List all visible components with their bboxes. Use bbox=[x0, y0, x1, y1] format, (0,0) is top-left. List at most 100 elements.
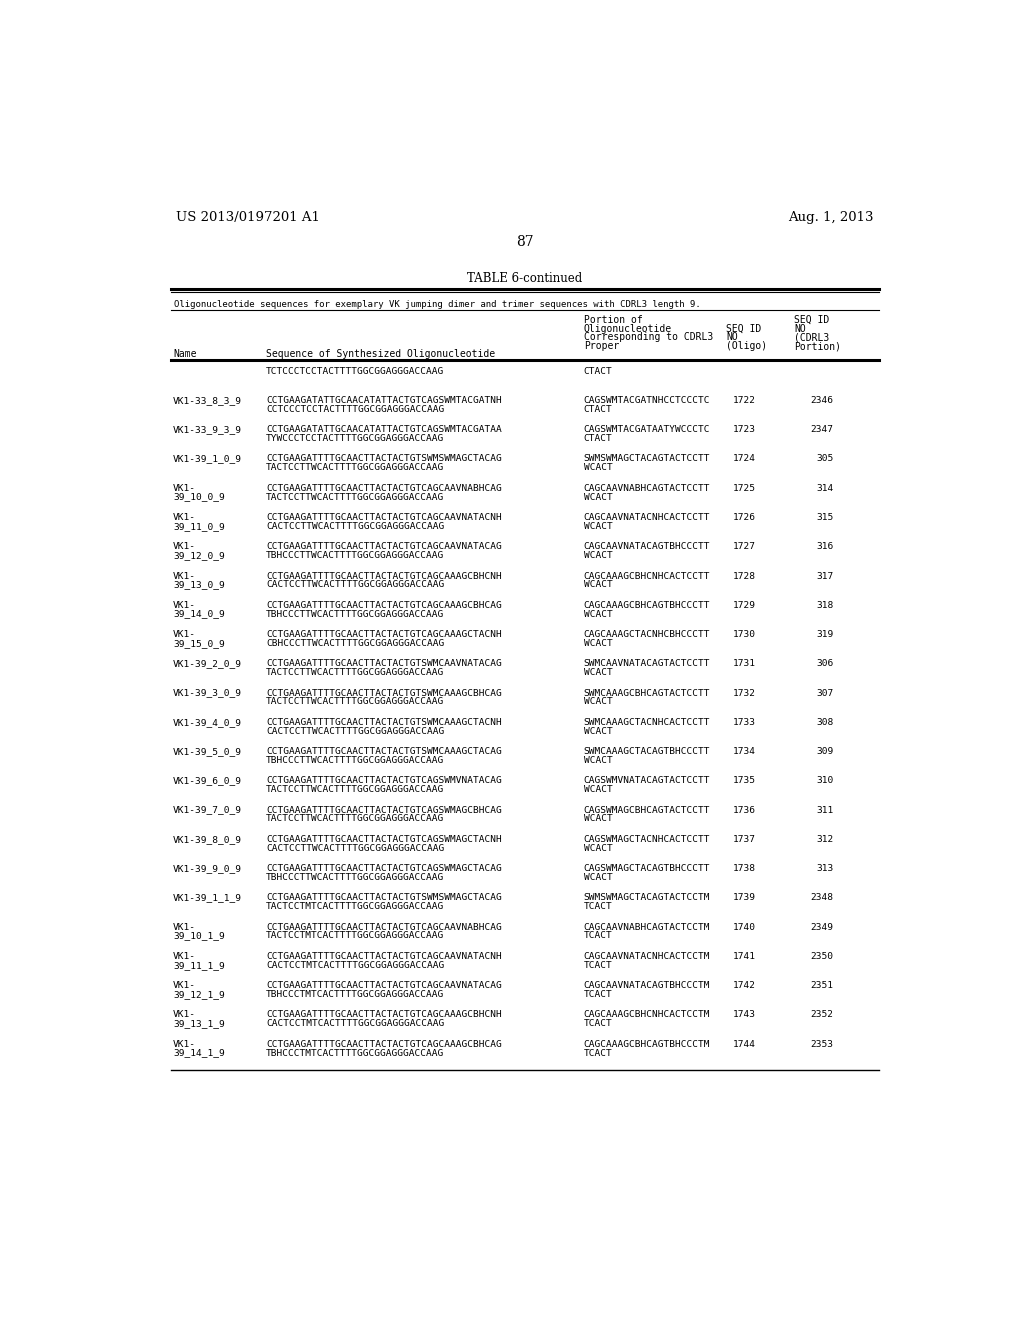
Text: CAGSWMTACGATNHCCTCCCTC: CAGSWMTACGATNHCCTCCCTC bbox=[584, 396, 711, 405]
Text: 39_14_1_9: 39_14_1_9 bbox=[173, 1048, 224, 1057]
Text: 2351: 2351 bbox=[810, 981, 834, 990]
Text: SWMSWMAGCTACAGTACTCCTT: SWMSWMAGCTACAGTACTCCTT bbox=[584, 454, 711, 463]
Text: CCTGAAGATTTTGCAACTTACTACTGTCAGCAAVNATACNH: CCTGAAGATTTTGCAACTTACTACTGTCAGCAAVNATACN… bbox=[266, 513, 502, 521]
Text: 39_11_0_9: 39_11_0_9 bbox=[173, 521, 224, 531]
Text: Corresponding to CDRL3: Corresponding to CDRL3 bbox=[584, 333, 713, 342]
Text: CTACT: CTACT bbox=[584, 367, 612, 376]
Text: VK1-: VK1- bbox=[173, 572, 196, 581]
Text: TACTCCTTWCACTTTTGGCGGAGGGACCAAG: TACTCCTTWCACTTTTGGCGGAGGGACCAAG bbox=[266, 492, 444, 502]
Text: SEQ ID: SEQ ID bbox=[795, 314, 829, 325]
Text: CAGCAAAGCTACNHCBHCCCTT: CAGCAAAGCTACNHCBHCCCTT bbox=[584, 630, 711, 639]
Text: SWMCAAAGCBHCAGTACTCCTT: SWMCAAAGCBHCAGTACTCCTT bbox=[584, 689, 711, 697]
Text: 39_13_1_9: 39_13_1_9 bbox=[173, 1019, 224, 1028]
Text: CCTGAAGATTTTGCAACTTACTACTGTCAGCAAAGCBHCAG: CCTGAAGATTTTGCAACTTACTACTGTCAGCAAAGCBHCA… bbox=[266, 1040, 502, 1048]
Text: 1744: 1744 bbox=[733, 1040, 756, 1048]
Text: CCTGAAGATTTTGCAACTTACTACTGTCAGCAAAGCBHCNH: CCTGAAGATTTTGCAACTTACTACTGTCAGCAAAGCBHCN… bbox=[266, 1010, 502, 1019]
Text: TBHCCCTTWCACTTTTGGCGGAGGGACCAAG: TBHCCCTTWCACTTTTGGCGGAGGGACCAAG bbox=[266, 610, 444, 619]
Text: TACTCCTTWCACTTTTGGCGGAGGGACCAAG: TACTCCTTWCACTTTTGGCGGAGGGACCAAG bbox=[266, 697, 444, 706]
Text: VK1-: VK1- bbox=[173, 1040, 196, 1048]
Text: TACTCCTTWCACTTTTGGCGGAGGGACCAAG: TACTCCTTWCACTTTTGGCGGAGGGACCAAG bbox=[266, 463, 444, 473]
Text: CAGCAAAGCBHCNHCACTCCTT: CAGCAAAGCBHCNHCACTCCTT bbox=[584, 572, 711, 581]
Text: CAGCAAAGCBHCAGTBHCCCTT: CAGCAAAGCBHCAGTBHCCCTT bbox=[584, 601, 711, 610]
Text: 1734: 1734 bbox=[733, 747, 756, 756]
Text: NO: NO bbox=[726, 333, 738, 342]
Text: CCTGAAGATTTTGCAACTTACTACTGTSWMSWMAGCTACAG: CCTGAAGATTTTGCAACTTACTACTGTSWMSWMAGCTACA… bbox=[266, 454, 502, 463]
Text: CACTCCTTWCACTTTTGGCGGAGGGACCAAG: CACTCCTTWCACTTTTGGCGGAGGGACCAAG bbox=[266, 521, 444, 531]
Text: 308: 308 bbox=[816, 718, 834, 727]
Text: CACTCCTTWCACTTTTGGCGGAGGGACCAAG: CACTCCTTWCACTTTTGGCGGAGGGACCAAG bbox=[266, 726, 444, 735]
Text: 1724: 1724 bbox=[733, 454, 756, 463]
Text: CBHCCCTTWCACTTTTGGCGGAGGGACCAAG: CBHCCCTTWCACTTTTGGCGGAGGGACCAAG bbox=[266, 639, 444, 648]
Text: TACTCCTMTCACTTTTGGCGGAGGGACCAAG: TACTCCTMTCACTTTTGGCGGAGGGACCAAG bbox=[266, 932, 444, 940]
Text: WCACT: WCACT bbox=[584, 843, 612, 853]
Text: 1742: 1742 bbox=[733, 981, 756, 990]
Text: Portion): Portion) bbox=[795, 342, 842, 351]
Text: 1727: 1727 bbox=[733, 543, 756, 552]
Text: CACTCCTTWCACTTTTGGCGGAGGGACCAAG: CACTCCTTWCACTTTTGGCGGAGGGACCAAG bbox=[266, 843, 444, 853]
Text: VK1-39_4_0_9: VK1-39_4_0_9 bbox=[173, 718, 242, 727]
Text: VK1-39_6_0_9: VK1-39_6_0_9 bbox=[173, 776, 242, 785]
Text: TCACT: TCACT bbox=[584, 1019, 612, 1028]
Text: CCTGAAGATTTTGCAACTTACTACTGTSWMCAAAGCTACNH: CCTGAAGATTTTGCAACTTACTACTGTSWMCAAAGCTACN… bbox=[266, 718, 502, 727]
Text: 318: 318 bbox=[816, 601, 834, 610]
Text: 1739: 1739 bbox=[733, 894, 756, 903]
Text: TACTCCTMTCACTTTTGGCGGAGGGACCAAG: TACTCCTMTCACTTTTGGCGGAGGGACCAAG bbox=[266, 903, 444, 911]
Text: CCTGAAGATTTTGCAACTTACTACTGTCAGSWMAGCBHCAG: CCTGAAGATTTTGCAACTTACTACTGTCAGSWMAGCBHCA… bbox=[266, 805, 502, 814]
Text: CTACT: CTACT bbox=[584, 434, 612, 444]
Text: CCTGAAGATTTTGCAACTTACTACTGTSWMCAAAGCBHCAG: CCTGAAGATTTTGCAACTTACTACTGTSWMCAAAGCBHCA… bbox=[266, 689, 502, 697]
Text: CACTCCTMTCACTTTTGGCGGAGGGACCAAG: CACTCCTMTCACTTTTGGCGGAGGGACCAAG bbox=[266, 1019, 444, 1028]
Text: 1731: 1731 bbox=[733, 659, 756, 668]
Text: 1735: 1735 bbox=[733, 776, 756, 785]
Text: VK1-: VK1- bbox=[173, 981, 196, 990]
Text: TCTCCCTCCTACTTTTGGCGGAGGGACCAAG: TCTCCCTCCTACTTTTGGCGGAGGGACCAAG bbox=[266, 367, 444, 376]
Text: CCTGAAGATTTTGCAACTTACTACTGTCAGSWMAGCTACNH: CCTGAAGATTTTGCAACTTACTACTGTCAGSWMAGCTACN… bbox=[266, 834, 502, 843]
Text: CCTGAAGATTTTGCAACTTACTACTGTCAGCAAVNATACAG: CCTGAAGATTTTGCAACTTACTACTGTCAGCAAVNATACA… bbox=[266, 981, 502, 990]
Text: 39_12_0_9: 39_12_0_9 bbox=[173, 552, 224, 560]
Text: 1736: 1736 bbox=[733, 805, 756, 814]
Text: 2352: 2352 bbox=[810, 1010, 834, 1019]
Text: 39_10_1_9: 39_10_1_9 bbox=[173, 932, 224, 940]
Text: 39_14_0_9: 39_14_0_9 bbox=[173, 610, 224, 619]
Text: WCACT: WCACT bbox=[584, 581, 612, 589]
Text: CCTGAAGATTTTGCAACTTACTACTGTSWMCAAAGCTACAG: CCTGAAGATTTTGCAACTTACTACTGTSWMCAAAGCTACA… bbox=[266, 747, 502, 756]
Text: CAGCAAVNABHCAGTACTCCTT: CAGCAAVNABHCAGTACTCCTT bbox=[584, 483, 711, 492]
Text: 313: 313 bbox=[816, 865, 834, 873]
Text: 2353: 2353 bbox=[810, 1040, 834, 1048]
Text: VK1-: VK1- bbox=[173, 952, 196, 961]
Text: VK1-39_1_1_9: VK1-39_1_1_9 bbox=[173, 894, 242, 903]
Text: SWMCAAAGCTACNHCACTCCTT: SWMCAAAGCTACNHCACTCCTT bbox=[584, 718, 711, 727]
Text: TYWCCCTCCTACTTTTGGCGGAGGGACCAAG: TYWCCCTCCTACTTTTGGCGGAGGGACCAAG bbox=[266, 434, 444, 444]
Text: VK1-: VK1- bbox=[173, 923, 196, 932]
Text: CCTGAAGATTTTGCAACTTACTACTGTCAGSWMAGCTACAG: CCTGAAGATTTTGCAACTTACTACTGTCAGSWMAGCTACA… bbox=[266, 865, 502, 873]
Text: TCACT: TCACT bbox=[584, 932, 612, 940]
Text: TBHCCCTTWCACTTTTGGCGGAGGGACCAAG: TBHCCCTTWCACTTTTGGCGGAGGGACCAAG bbox=[266, 552, 444, 560]
Text: CCTGAAGATTTTGCAACTTACTACTGTCAGCAAVNABHCAG: CCTGAAGATTTTGCAACTTACTACTGTCAGCAAVNABHCA… bbox=[266, 483, 502, 492]
Text: SWMSWMAGCTACAGTACTCCTM: SWMSWMAGCTACAGTACTCCTM bbox=[584, 894, 711, 903]
Text: 1722: 1722 bbox=[733, 396, 756, 405]
Text: Proper: Proper bbox=[584, 342, 618, 351]
Text: US 2013/0197201 A1: US 2013/0197201 A1 bbox=[176, 211, 319, 224]
Text: 305: 305 bbox=[816, 454, 834, 463]
Text: VK1-39_2_0_9: VK1-39_2_0_9 bbox=[173, 659, 242, 668]
Text: SWMCAAAGCTACAGTBHCCCTT: SWMCAAAGCTACAGTBHCCCTT bbox=[584, 747, 711, 756]
Text: VK1-33_8_3_9: VK1-33_8_3_9 bbox=[173, 396, 242, 405]
Text: (Oligo): (Oligo) bbox=[726, 342, 767, 351]
Text: 1738: 1738 bbox=[733, 865, 756, 873]
Text: SEQ ID: SEQ ID bbox=[726, 323, 762, 334]
Text: TCACT: TCACT bbox=[584, 903, 612, 911]
Text: CAGSWMAGCBHCAGTACTCCTT: CAGSWMAGCBHCAGTACTCCTT bbox=[584, 805, 711, 814]
Text: 311: 311 bbox=[816, 805, 834, 814]
Text: 306: 306 bbox=[816, 659, 834, 668]
Text: CCTGAAGATATTGCAACATATTACTGTCAGSWMTACGATAA: CCTGAAGATATTGCAACATATTACTGTCAGSWMTACGATA… bbox=[266, 425, 502, 434]
Text: VK1-: VK1- bbox=[173, 483, 196, 492]
Text: WCACT: WCACT bbox=[584, 668, 612, 677]
Text: TCACT: TCACT bbox=[584, 961, 612, 970]
Text: VK1-39_8_0_9: VK1-39_8_0_9 bbox=[173, 834, 242, 843]
Text: TBHCCCTMTCACTTTTGGCGGAGGGACCAAG: TBHCCCTMTCACTTTTGGCGGAGGGACCAAG bbox=[266, 1048, 444, 1057]
Text: TACTCCTTWCACTTTTGGCGGAGGGACCAAG: TACTCCTTWCACTTTTGGCGGAGGGACCAAG bbox=[266, 785, 444, 795]
Text: CAGCAAVNATACAGTBHCCCTT: CAGCAAVNATACAGTBHCCCTT bbox=[584, 543, 711, 552]
Text: TACTCCTTWCACTTTTGGCGGAGGGACCAAG: TACTCCTTWCACTTTTGGCGGAGGGACCAAG bbox=[266, 668, 444, 677]
Text: WCACT: WCACT bbox=[584, 521, 612, 531]
Text: 1730: 1730 bbox=[733, 630, 756, 639]
Text: CCTCCCTCCTACTTTTGGCGGAGGGACCAAG: CCTCCCTCCTACTTTTGGCGGAGGGACCAAG bbox=[266, 405, 444, 413]
